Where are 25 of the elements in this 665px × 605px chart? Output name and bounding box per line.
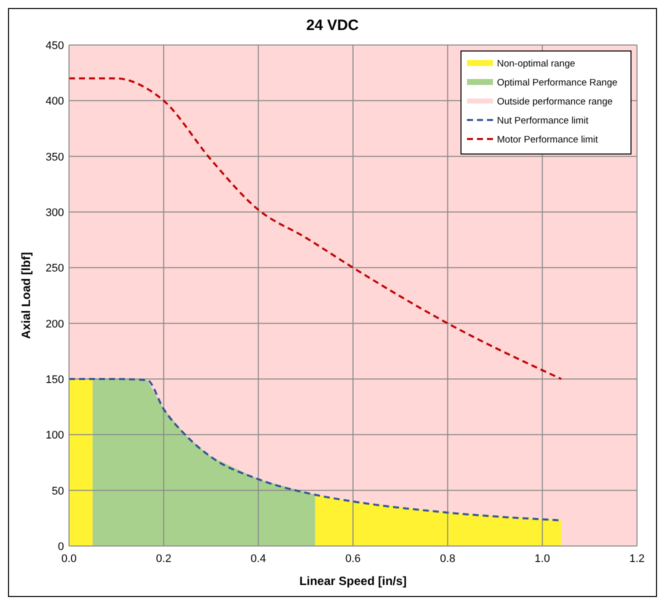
x-tick-label: 0.6 bbox=[345, 553, 361, 565]
legend-label: Nut Performance limit bbox=[497, 116, 589, 126]
x-tick-label: 0.0 bbox=[61, 553, 77, 565]
y-tick-label: 250 bbox=[46, 262, 64, 275]
legend-label: Optimal Performance Range bbox=[497, 78, 618, 88]
y-tick-label: 200 bbox=[46, 318, 64, 330]
x-tick-label: 1.2 bbox=[629, 553, 645, 565]
x-tick-label: 0.8 bbox=[440, 553, 456, 565]
legend-label: Non-optimal range bbox=[497, 58, 576, 70]
y-tick-label: 50 bbox=[52, 485, 64, 498]
y-tick-label: 350 bbox=[46, 151, 64, 164]
y-tick-label: 100 bbox=[46, 430, 64, 442]
y-tick-label: 300 bbox=[46, 207, 64, 219]
y-axis-title: Axial Load [lbf] bbox=[19, 252, 33, 339]
band-label: Outside performance range bbox=[497, 96, 613, 108]
x-tick-label: 0.2 bbox=[156, 553, 172, 565]
x-axis-title: Linear Speed [in/s] bbox=[299, 574, 407, 588]
y-tick-label: 400 bbox=[46, 96, 64, 108]
y-tick-label: 450 bbox=[46, 40, 64, 52]
x-tick-label: 0.4 bbox=[250, 553, 266, 565]
y-tick-label: 150 bbox=[46, 374, 64, 386]
y-tick-label: 0 bbox=[58, 541, 64, 553]
x-tick-label: 1.0 bbox=[534, 553, 550, 565]
chart-title: 24 VDC bbox=[306, 17, 359, 34]
legend-label: Motor Performance limit bbox=[497, 134, 598, 146]
